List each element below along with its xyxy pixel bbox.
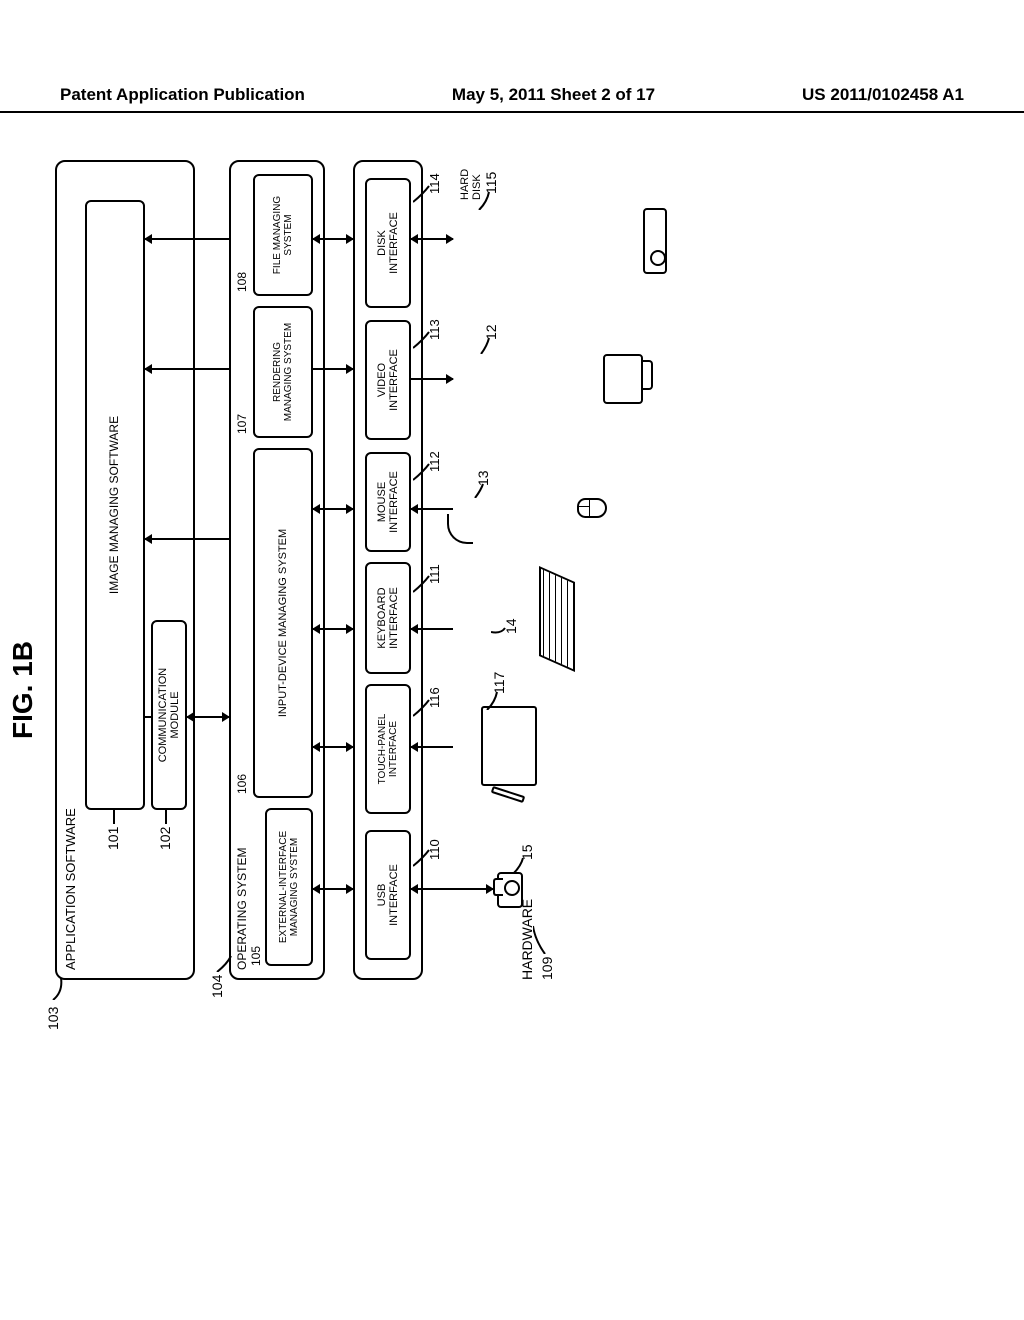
video-interface: VIDEO INTERFACE	[365, 320, 411, 440]
arrow-mouse-dev	[411, 508, 453, 510]
lead-103	[49, 976, 65, 1000]
lead-102-line	[165, 810, 167, 824]
os-label: OPERATING SYSTEM	[235, 848, 249, 970]
touch-panel-icon	[481, 706, 537, 786]
lead-114	[413, 184, 431, 204]
video-2: INTERFACE	[388, 349, 400, 411]
lead-112	[413, 462, 431, 482]
image-sw-label: IMAGE MANAGING SOFTWARE	[108, 416, 121, 594]
lead-12	[479, 336, 491, 354]
mouse-icon	[577, 498, 607, 518]
arrow-touch-dev	[411, 746, 453, 748]
comm-label-2: MODULE	[169, 691, 181, 738]
input-label: INPUT-DEVICE MANAGING SYSTEM	[277, 529, 289, 717]
ref-106: 106	[235, 774, 249, 794]
lead-104	[215, 954, 233, 972]
header-right: US 2011/0102458 A1	[802, 85, 964, 105]
arrow-file-disk	[313, 238, 353, 240]
page-header: Patent Application Publication May 5, 20…	[0, 85, 1024, 113]
mouse-2: INTERFACE	[388, 471, 400, 533]
disk-interface: DISK INTERFACE	[365, 178, 411, 308]
image-managing-software: IMAGE MANAGING SOFTWARE	[85, 200, 145, 810]
lead-116	[413, 698, 431, 718]
rendering-managing: RENDERING MANAGING SYSTEM	[253, 306, 313, 438]
app-software-label: APPLICATION SOFTWARE	[63, 808, 78, 970]
extif-2: MANAGING SYSTEM	[289, 838, 300, 936]
mouse-interface: MOUSE INTERFACE	[365, 452, 411, 552]
touch-panel-interface: TOUCH-PANEL INTERFACE	[365, 684, 411, 814]
file-2: SYSTEM	[283, 214, 294, 255]
mouse-1: MOUSE	[376, 482, 388, 522]
communication-module: COMMUNICATION MODULE	[151, 620, 187, 810]
header-left: Patent Application Publication	[60, 85, 305, 105]
camera-icon	[497, 872, 523, 908]
input-device-managing: INPUT-DEVICE MANAGING SYSTEM	[253, 448, 313, 798]
lead-101-line	[113, 810, 115, 824]
conn-101-102	[145, 716, 151, 718]
arrow-usb-cam	[411, 888, 493, 890]
ref-108: 108	[235, 272, 249, 292]
ref-104: 104	[209, 975, 225, 998]
file-managing: FILE MANAGING SYSTEM	[253, 174, 313, 296]
lead-111	[413, 574, 431, 594]
arrow-disk-hdd	[411, 238, 453, 240]
lead-15	[511, 856, 525, 874]
lead-14	[491, 620, 507, 636]
arrow-app-os	[187, 716, 229, 718]
arrow-render-vid	[313, 368, 353, 370]
hard-disk-icon	[643, 208, 667, 274]
arrow-ext-usb	[313, 888, 353, 890]
ref-101: 101	[105, 827, 121, 850]
kbd-1: KEYBOARD	[376, 587, 388, 648]
keyboard-interface: KEYBOARD INTERFACE	[365, 562, 411, 674]
touch-1: TOUCH-PANEL	[377, 714, 388, 785]
mouse-tail-icon	[447, 514, 473, 544]
arrow-in-kbd	[313, 628, 353, 630]
ref-103: 103	[45, 1007, 61, 1030]
touch-2: INTERFACE	[388, 721, 399, 777]
arrow-video-mon	[411, 378, 453, 380]
lead-115	[477, 190, 491, 210]
lead-117	[485, 690, 499, 710]
ref-102: 102	[157, 827, 173, 850]
usb-2: INTERFACE	[388, 864, 400, 926]
lead-109	[533, 924, 553, 954]
render-2: MANAGING SYSTEM	[283, 323, 294, 421]
file-1: FILE MANAGING	[272, 196, 283, 274]
arrow-kbd-dev	[411, 628, 453, 630]
usb-1: USB	[376, 884, 388, 907]
disk-2: INTERFACE	[388, 212, 400, 274]
header-center: May 5, 2011 Sheet 2 of 17	[452, 85, 655, 105]
lead-113	[413, 330, 431, 350]
figure-1b: FIG. 1B APPLICATION SOFTWARE 103 IMAGE M…	[55, 400, 875, 980]
external-interface-managing: EXTERNAL-INTERFACE MANAGING SYSTEM	[265, 808, 313, 966]
ref-109: 109	[539, 957, 555, 980]
ref-107: 107	[235, 414, 249, 434]
comm-label-1: COMMUNICATION	[157, 668, 169, 763]
disk-1: DISK	[376, 230, 388, 256]
arrow-in-mouse	[313, 508, 353, 510]
kbd-2: INTERFACE	[388, 587, 400, 649]
usb-interface: USB INTERFACE	[365, 830, 411, 960]
lead-13	[473, 482, 485, 498]
ref-105: 105	[249, 946, 263, 966]
render-1: RENDERING	[272, 342, 283, 402]
figure-title: FIG. 1B	[7, 641, 39, 739]
monitor-icon	[603, 354, 643, 404]
arrow-in-touch	[313, 746, 353, 748]
lead-110	[413, 848, 431, 868]
video-1: VIDEO	[376, 363, 388, 397]
keyboard-icon	[539, 566, 575, 672]
extif-1: EXTERNAL-INTERFACE	[278, 831, 289, 943]
